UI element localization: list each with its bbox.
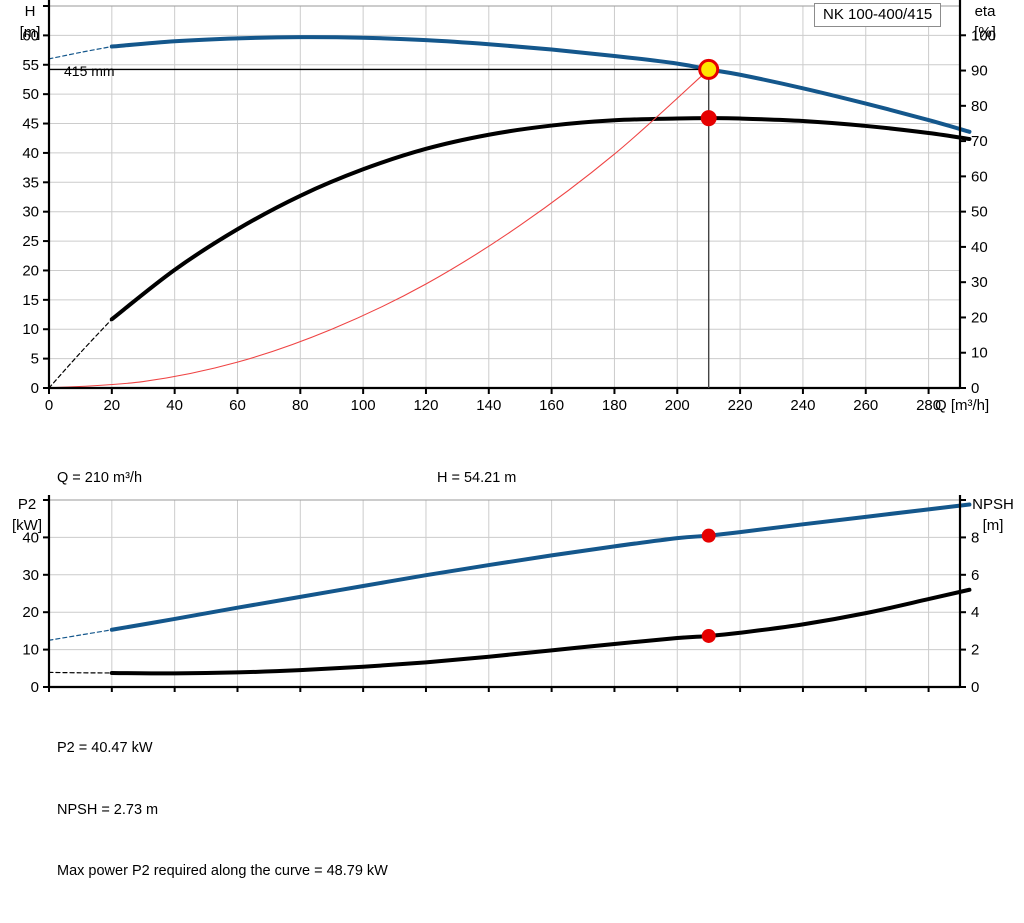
pump-curve-page: 0 5 10 15 20 25 30 35 40 45 50 55 60 0 10 20 30 40 50 60 70 8… xyxy=(12,0,1014,879)
svg-text:90: 90 xyxy=(971,63,988,80)
h-axis-unit: [m] xyxy=(20,24,41,41)
svg-text:240: 240 xyxy=(790,397,815,414)
svg-text:120: 120 xyxy=(413,397,438,414)
svg-text:0: 0 xyxy=(31,679,39,695)
svg-text:50: 50 xyxy=(971,204,988,221)
svg-text:25: 25 xyxy=(22,233,39,250)
h-axis-title: H xyxy=(25,3,36,20)
svg-text:5: 5 xyxy=(31,351,39,368)
svg-text:70: 70 xyxy=(971,133,988,150)
svg-text:20: 20 xyxy=(22,262,39,279)
svg-text:20: 20 xyxy=(971,309,988,326)
svg-text:0: 0 xyxy=(45,397,53,414)
svg-text:15: 15 xyxy=(22,292,39,309)
npsh-duty-marker xyxy=(701,628,716,643)
svg-text:50: 50 xyxy=(22,86,39,103)
svg-text:30: 30 xyxy=(22,567,39,584)
svg-text:45: 45 xyxy=(22,116,39,133)
eta-axis-unit: [%] xyxy=(974,24,996,41)
power-info-line-3: Max power P2 required along the curve = … xyxy=(57,863,388,879)
p2-axis-title: P2 xyxy=(18,496,36,513)
npsh-axis-title: NPSH xyxy=(972,496,1014,513)
duty-info-right-line-1: H = 54.21 m xyxy=(437,470,517,486)
svg-text:180: 180 xyxy=(602,397,627,414)
npsh-axis-unit: [m] xyxy=(983,517,1004,534)
svg-text:30: 30 xyxy=(22,204,39,221)
svg-text:40: 40 xyxy=(971,239,988,256)
svg-text:30: 30 xyxy=(971,274,988,291)
power-info: P2 = 40.47 kW NPSH = 2.73 m Max power P2… xyxy=(57,697,388,923)
svg-text:160: 160 xyxy=(539,397,564,414)
svg-text:200: 200 xyxy=(665,397,690,414)
svg-text:35: 35 xyxy=(22,174,39,191)
duty-info-left-line-1: Q = 210 m³/h xyxy=(57,470,143,486)
svg-text:55: 55 xyxy=(22,57,39,74)
svg-text:4: 4 xyxy=(971,604,979,621)
p2-axis-unit: [kW] xyxy=(12,517,42,534)
svg-text:2: 2 xyxy=(971,642,979,659)
svg-text:10: 10 xyxy=(22,642,39,659)
svg-text:60: 60 xyxy=(22,27,39,44)
svg-text:260: 260 xyxy=(853,397,878,414)
svg-text:6: 6 xyxy=(971,567,979,584)
svg-text:60: 60 xyxy=(971,168,988,185)
svg-text:220: 220 xyxy=(728,397,753,414)
p2-duty-marker xyxy=(701,528,716,543)
q-axis-title: Q [m³/h] xyxy=(935,397,989,414)
svg-text:40: 40 xyxy=(166,397,183,414)
svg-text:10: 10 xyxy=(971,345,988,362)
svg-text:100: 100 xyxy=(351,397,376,414)
svg-text:0: 0 xyxy=(31,380,39,397)
eta-duty-marker xyxy=(700,110,717,127)
svg-text:20: 20 xyxy=(103,397,120,414)
svg-text:140: 140 xyxy=(476,397,501,414)
svg-text:0: 0 xyxy=(971,679,979,695)
eta-axis-title: eta xyxy=(975,3,997,20)
power-info-line-1: P2 = 40.47 kW xyxy=(57,740,153,756)
impeller-size-label: 415 mm xyxy=(64,63,115,79)
svg-text:40: 40 xyxy=(22,145,39,162)
svg-text:0: 0 xyxy=(971,380,979,397)
svg-text:10: 10 xyxy=(22,321,39,338)
power-npsh-chart: 0 10 20 30 40 0 2 4 6 8 P2 [kW] NPSH [m] xyxy=(12,495,1014,695)
head-duty-marker xyxy=(698,58,720,80)
pump-model-label: NK 100-400/415 xyxy=(814,3,942,27)
svg-text:40: 40 xyxy=(22,529,39,546)
svg-text:60: 60 xyxy=(229,397,246,414)
power-info-line-2: NPSH = 2.73 m xyxy=(57,801,159,818)
svg-text:80: 80 xyxy=(292,397,309,414)
head-efficiency-chart: 0 5 10 15 20 25 30 35 40 45 50 55 60 0 10 20 30 40 50 60 70 8… xyxy=(20,0,997,414)
svg-text:280: 280 xyxy=(916,397,941,414)
svg-text:100: 100 xyxy=(971,27,996,44)
svg-text:80: 80 xyxy=(971,98,988,115)
svg-text:20: 20 xyxy=(22,604,39,621)
svg-text:8: 8 xyxy=(971,529,979,546)
